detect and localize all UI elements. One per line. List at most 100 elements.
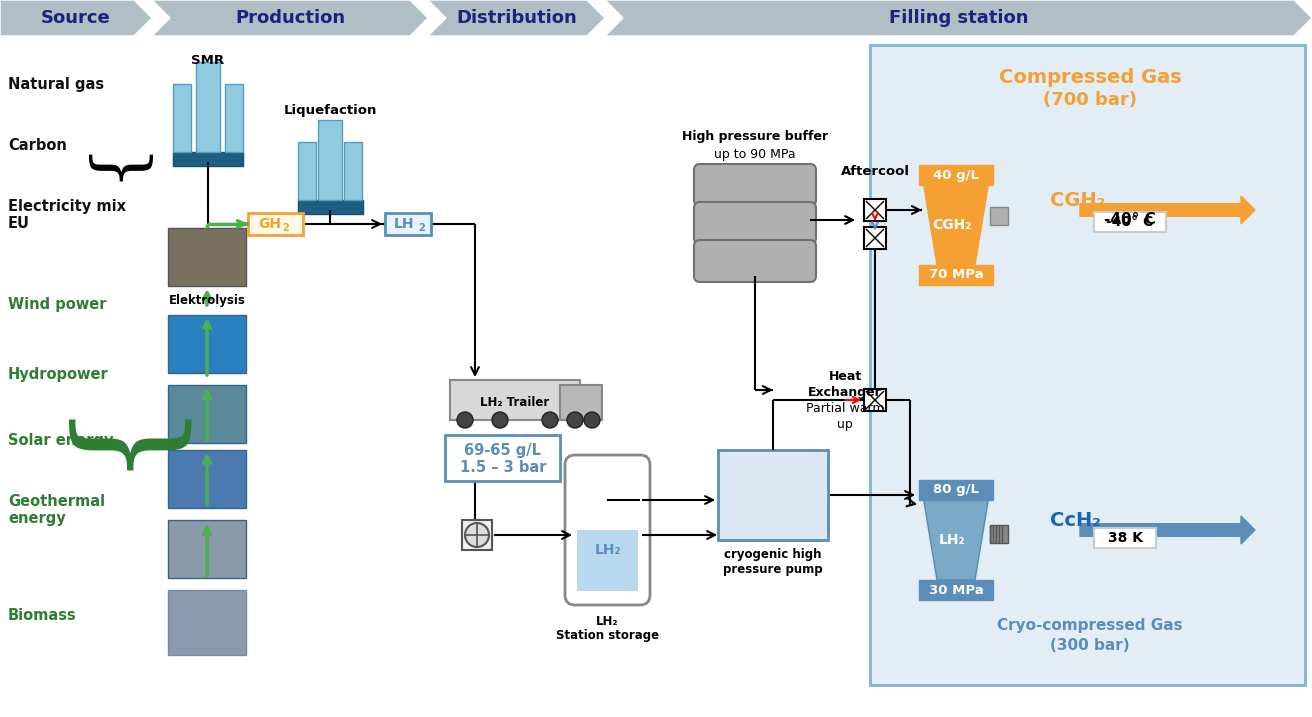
Text: CcH₂: CcH₂ <box>1050 511 1101 529</box>
FancyBboxPatch shape <box>694 240 816 282</box>
Text: 70 MPa: 70 MPa <box>929 268 983 282</box>
FancyBboxPatch shape <box>565 455 649 605</box>
Polygon shape <box>152 0 428 36</box>
Text: Cryo-compressed Gas: Cryo-compressed Gas <box>997 618 1183 633</box>
FancyBboxPatch shape <box>450 380 580 420</box>
Text: Wind power: Wind power <box>8 298 106 313</box>
FancyBboxPatch shape <box>718 450 828 540</box>
Polygon shape <box>605 0 1312 36</box>
Polygon shape <box>1080 196 1256 224</box>
Text: pressure pump: pressure pump <box>723 563 823 576</box>
Text: Heat: Heat <box>828 370 862 383</box>
Circle shape <box>464 523 489 547</box>
FancyBboxPatch shape <box>318 120 342 200</box>
Text: up: up <box>837 418 853 431</box>
FancyBboxPatch shape <box>694 164 816 206</box>
FancyBboxPatch shape <box>195 62 220 152</box>
Text: 30 MPa: 30 MPa <box>929 584 984 597</box>
FancyBboxPatch shape <box>865 389 886 411</box>
Polygon shape <box>0 0 152 36</box>
Text: LH: LH <box>394 217 415 231</box>
Text: Distribution: Distribution <box>457 9 577 27</box>
FancyBboxPatch shape <box>991 207 1008 225</box>
Text: }: } <box>46 418 174 502</box>
Text: 69-65 g/L: 69-65 g/L <box>464 442 542 457</box>
Text: Partial warm: Partial warm <box>806 402 884 415</box>
Text: LH₂ Trailer: LH₂ Trailer <box>480 396 550 409</box>
Circle shape <box>567 412 583 428</box>
Text: Aftercool: Aftercool <box>841 165 909 178</box>
FancyBboxPatch shape <box>168 385 247 443</box>
Text: 40 g/L: 40 g/L <box>933 168 979 181</box>
Text: up to 90 MPa: up to 90 MPa <box>714 148 796 161</box>
Text: 80 g/L: 80 g/L <box>933 483 979 496</box>
Polygon shape <box>1080 516 1256 544</box>
FancyBboxPatch shape <box>173 152 243 166</box>
Text: Natural gas: Natural gas <box>8 77 104 92</box>
Text: (700 bar): (700 bar) <box>1043 91 1138 109</box>
Text: Filling station: Filling station <box>888 9 1029 27</box>
Text: -40° C: -40° C <box>1106 215 1153 229</box>
Text: Compressed Gas: Compressed Gas <box>998 68 1181 87</box>
Text: Hydropower: Hydropower <box>8 368 109 382</box>
Text: 2: 2 <box>282 223 290 233</box>
FancyBboxPatch shape <box>1094 528 1156 548</box>
FancyBboxPatch shape <box>560 385 602 420</box>
Text: GH: GH <box>258 217 282 231</box>
FancyBboxPatch shape <box>445 435 560 481</box>
FancyBboxPatch shape <box>918 580 993 600</box>
Text: Exchanger: Exchanger <box>808 386 882 399</box>
Text: Liquefaction: Liquefaction <box>283 104 377 117</box>
FancyBboxPatch shape <box>298 142 316 200</box>
FancyBboxPatch shape <box>344 142 362 200</box>
Text: CGH₂: CGH₂ <box>1050 191 1105 209</box>
FancyBboxPatch shape <box>173 84 192 152</box>
FancyBboxPatch shape <box>865 199 886 221</box>
FancyBboxPatch shape <box>870 45 1305 685</box>
Circle shape <box>492 412 508 428</box>
FancyBboxPatch shape <box>694 202 816 244</box>
Polygon shape <box>922 175 991 265</box>
Text: Biomass: Biomass <box>8 607 76 622</box>
Polygon shape <box>428 0 605 36</box>
Text: LH₂: LH₂ <box>596 615 619 628</box>
Text: Solar energy: Solar energy <box>8 432 114 447</box>
Text: 2: 2 <box>419 223 425 233</box>
Text: (300 bar): (300 bar) <box>1050 638 1130 653</box>
FancyBboxPatch shape <box>298 200 363 214</box>
Text: cryogenic high: cryogenic high <box>724 548 821 561</box>
Text: SMR: SMR <box>192 54 224 67</box>
FancyBboxPatch shape <box>577 530 638 591</box>
Text: CGH₂: CGH₂ <box>933 218 972 232</box>
Circle shape <box>457 412 474 428</box>
Text: Source: Source <box>41 9 112 27</box>
Polygon shape <box>922 490 991 580</box>
Text: 1.5 – 3 bar: 1.5 – 3 bar <box>459 460 546 475</box>
Text: Geothermal
energy: Geothermal energy <box>8 494 105 526</box>
Text: 38 K: 38 K <box>1107 531 1143 545</box>
FancyBboxPatch shape <box>168 590 247 655</box>
Circle shape <box>584 412 600 428</box>
Text: LH₂: LH₂ <box>939 533 966 547</box>
FancyBboxPatch shape <box>168 315 247 373</box>
FancyBboxPatch shape <box>224 84 243 152</box>
Circle shape <box>542 412 558 428</box>
FancyBboxPatch shape <box>1094 212 1166 232</box>
Text: Electricity mix
EU: Electricity mix EU <box>8 199 126 231</box>
FancyBboxPatch shape <box>168 228 247 286</box>
Text: -40° C: -40° C <box>1105 212 1156 227</box>
FancyBboxPatch shape <box>865 227 886 249</box>
Text: }: } <box>77 153 143 197</box>
FancyBboxPatch shape <box>918 265 993 285</box>
FancyBboxPatch shape <box>384 213 432 235</box>
FancyBboxPatch shape <box>168 450 247 508</box>
Text: Production: Production <box>235 9 345 27</box>
FancyBboxPatch shape <box>918 165 993 185</box>
FancyBboxPatch shape <box>248 213 303 235</box>
Text: Station storage: Station storage <box>556 629 659 642</box>
Text: LH₂: LH₂ <box>594 543 621 557</box>
Text: Carbon: Carbon <box>8 138 67 153</box>
FancyBboxPatch shape <box>168 520 247 578</box>
FancyBboxPatch shape <box>991 525 1008 543</box>
FancyBboxPatch shape <box>918 480 993 500</box>
